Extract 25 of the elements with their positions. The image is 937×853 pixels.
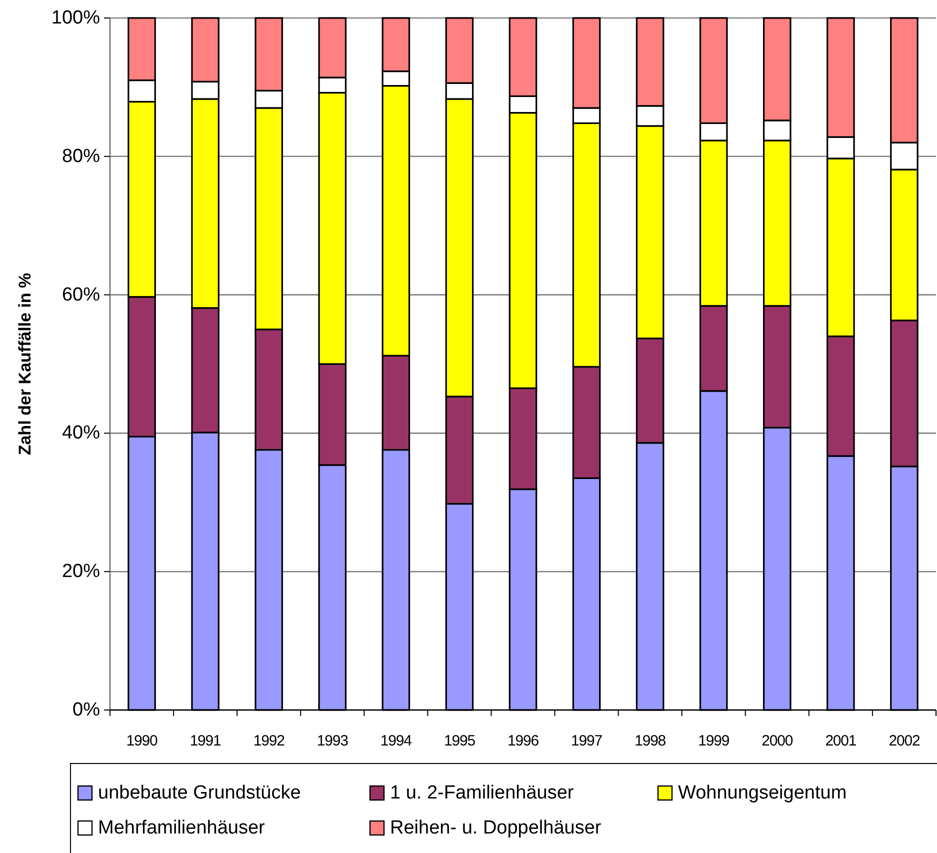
y-tick-label: 20% <box>62 561 100 582</box>
x-tick-label: 1991 <box>190 732 222 750</box>
x-tick-label: 2001 <box>825 732 856 750</box>
legend-label: 1 u. 2-Familienhäuser <box>390 782 574 804</box>
y-tick-label: 80% <box>62 146 100 167</box>
x-tick-label: 1995 <box>444 732 476 750</box>
y-tick-label: 0% <box>72 700 100 720</box>
y-tick-label: 100% <box>51 8 100 28</box>
x-tick-label: 1993 <box>316 732 348 750</box>
x-tick-label: 1999 <box>698 732 730 750</box>
x-tick-label: 2002 <box>888 732 920 750</box>
y-axis-title: Zahl der Kauffälle in % <box>16 272 34 456</box>
legend-label: Reihen- u. Doppelhäuser <box>390 818 602 838</box>
x-tick-label: 1998 <box>634 732 666 750</box>
legend-label: Mehrfamilienhäuser <box>98 818 266 838</box>
x-tick-label: 1997 <box>571 732 602 750</box>
x-tick-label: 1990 <box>126 732 158 750</box>
legend-label: Wohnungseigentum <box>678 782 847 804</box>
y-tick-label: 40% <box>62 422 100 444</box>
x-tick-label: 1992 <box>253 732 285 750</box>
legend-label: unbebaute Grundstücke <box>98 782 301 804</box>
x-tick-label: 1996 <box>508 732 539 750</box>
x-tick-label: 2000 <box>762 732 793 750</box>
x-tick-label: 1994 <box>380 732 412 750</box>
y-tick-label: 60% <box>62 284 100 306</box>
